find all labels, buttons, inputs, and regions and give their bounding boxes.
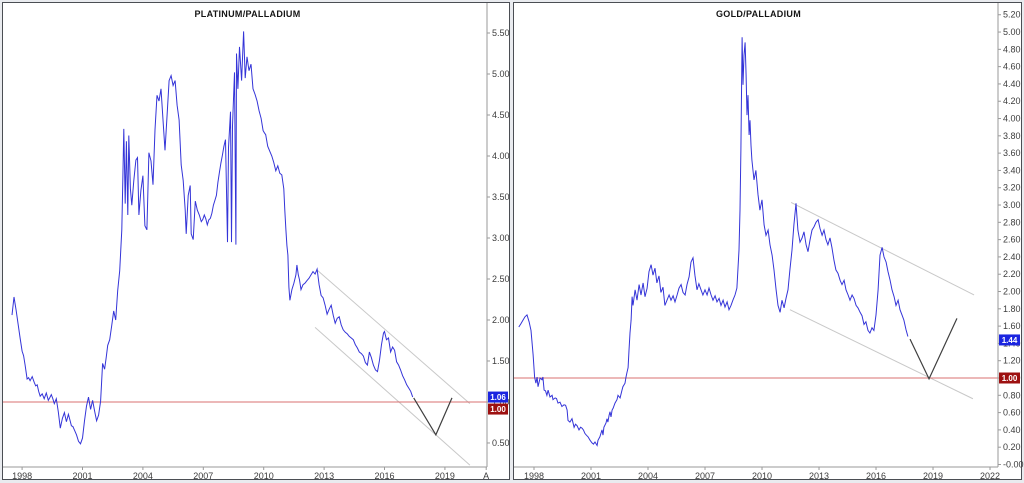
y-tick-label: 2.00 bbox=[1003, 287, 1021, 297]
x-tick-label: 2013 bbox=[314, 471, 334, 481]
x-tick-label: A bbox=[483, 471, 489, 481]
x-tick-label: 2016 bbox=[866, 471, 886, 481]
y-tick-label: 2.00 bbox=[492, 315, 510, 325]
x-tick-label: 2001 bbox=[581, 471, 601, 481]
chart-panel-platinum-palladium[interactable] bbox=[2, 2, 510, 480]
y-tick-label: 3.50 bbox=[492, 192, 510, 202]
y-tick-label: 3.20 bbox=[1003, 183, 1021, 193]
chart-platinum-palladium: 0.50 1.00 1.50 2.00 2.50 3.00 3.50 4.00 4.50 5.00… bbox=[3, 3, 510, 481]
y-tick-label: 1.50 bbox=[492, 356, 510, 366]
y-tick-label: 5.50 bbox=[492, 28, 510, 38]
x-tick-label: 2022 bbox=[980, 471, 1000, 481]
y-tick-label: -0.00 bbox=[1003, 459, 1024, 469]
x-tick-label: 1998 bbox=[524, 471, 544, 481]
y-tick-label: 4.40 bbox=[1003, 79, 1021, 89]
y-tick-label: 0.20 bbox=[1003, 442, 1021, 452]
y-tick-label: 2.40 bbox=[1003, 252, 1021, 262]
y-tick-label: 0.60 bbox=[1003, 408, 1021, 418]
x-tick-label: 2007 bbox=[193, 471, 213, 481]
y-tick-label: 5.00 bbox=[492, 69, 510, 79]
x-tick-label: 2016 bbox=[374, 471, 394, 481]
y-tick-label: 3.00 bbox=[492, 233, 510, 243]
projection-arrow-drawing[interactable] bbox=[413, 397, 453, 437]
y-tick-label: 4.20 bbox=[1003, 96, 1021, 106]
y-tick-label: 4.80 bbox=[1003, 44, 1021, 54]
y-tick-label: 2.50 bbox=[492, 274, 510, 284]
chart-panel-gold-palladium[interactable] bbox=[513, 2, 1022, 480]
y-tick-label: 4.00 bbox=[1003, 114, 1021, 124]
y-tick-label: 1.60 bbox=[1003, 321, 1021, 331]
y-tick-label: 0.40 bbox=[1003, 425, 1021, 435]
y-tick-label: 3.60 bbox=[1003, 148, 1021, 158]
last-price-label-box bbox=[488, 391, 508, 403]
x-tick-label: 2019 bbox=[923, 471, 943, 481]
y-tick-label: 4.00 bbox=[492, 151, 510, 161]
parity-line-price-label: 1.00 bbox=[1002, 374, 1018, 383]
y-tick-label: 1.20 bbox=[1003, 356, 1021, 366]
x-tick-label: 2013 bbox=[809, 471, 829, 481]
trend-channel-line-lower[interactable] bbox=[314, 326, 471, 466]
y-tick-label: 0.50 bbox=[492, 438, 510, 448]
y-tick-label: 4.50 bbox=[492, 110, 510, 120]
x-tick-label: 2010 bbox=[254, 471, 274, 481]
ratio-line-series[interactable] bbox=[11, 31, 414, 445]
parity-line-price-label: 1.00 bbox=[490, 405, 506, 414]
last-price-label: 1.44 bbox=[1002, 336, 1018, 345]
y-tick-label: 2.20 bbox=[1003, 269, 1021, 279]
chart-gold-palladium: -0.000.200.400.600.801.001.201.401.601.8… bbox=[514, 3, 1024, 481]
y-tick-label: 5.00 bbox=[1003, 27, 1021, 37]
chart-title-platinum-palladium: PLATINUM/PALLADIUM bbox=[194, 9, 301, 19]
chart-title-gold-palladium: GOLD/PALLADIUM bbox=[715, 9, 802, 19]
last-price-label-box bbox=[999, 334, 1020, 346]
projection-arrow-drawing[interactable] bbox=[909, 318, 958, 381]
x-tick-label: 2007 bbox=[695, 471, 715, 481]
parity-line-price-label-box bbox=[488, 403, 508, 415]
x-tick-label: 2004 bbox=[638, 471, 658, 481]
y-tick-label: 1.80 bbox=[1003, 304, 1021, 314]
x-tick-label: 2010 bbox=[752, 471, 772, 481]
y-tick-label: 4.60 bbox=[1003, 62, 1021, 72]
last-price-label: 1.06 bbox=[490, 393, 506, 402]
y-tick-label: 3.00 bbox=[1003, 200, 1021, 210]
y-tick-label: 5.20 bbox=[1003, 10, 1021, 20]
x-tick-label: 2004 bbox=[133, 471, 153, 481]
y-tick-label: 0.80 bbox=[1003, 390, 1021, 400]
trend-channel-line-upper[interactable] bbox=[316, 269, 471, 404]
y-tick-label: 2.80 bbox=[1003, 217, 1021, 227]
y-tick-label: 2.60 bbox=[1003, 235, 1021, 245]
x-tick-label: 1998 bbox=[12, 471, 32, 481]
y-tick-label: 3.80 bbox=[1003, 131, 1021, 141]
parity-line-price-label-box bbox=[999, 372, 1020, 384]
trend-channel-line-lower[interactable] bbox=[789, 309, 974, 400]
x-tick-label: 2019 bbox=[435, 471, 455, 481]
x-tick-label: 2001 bbox=[72, 471, 92, 481]
y-tick-label: 3.40 bbox=[1003, 165, 1021, 175]
ratio-line-series[interactable] bbox=[518, 37, 909, 447]
